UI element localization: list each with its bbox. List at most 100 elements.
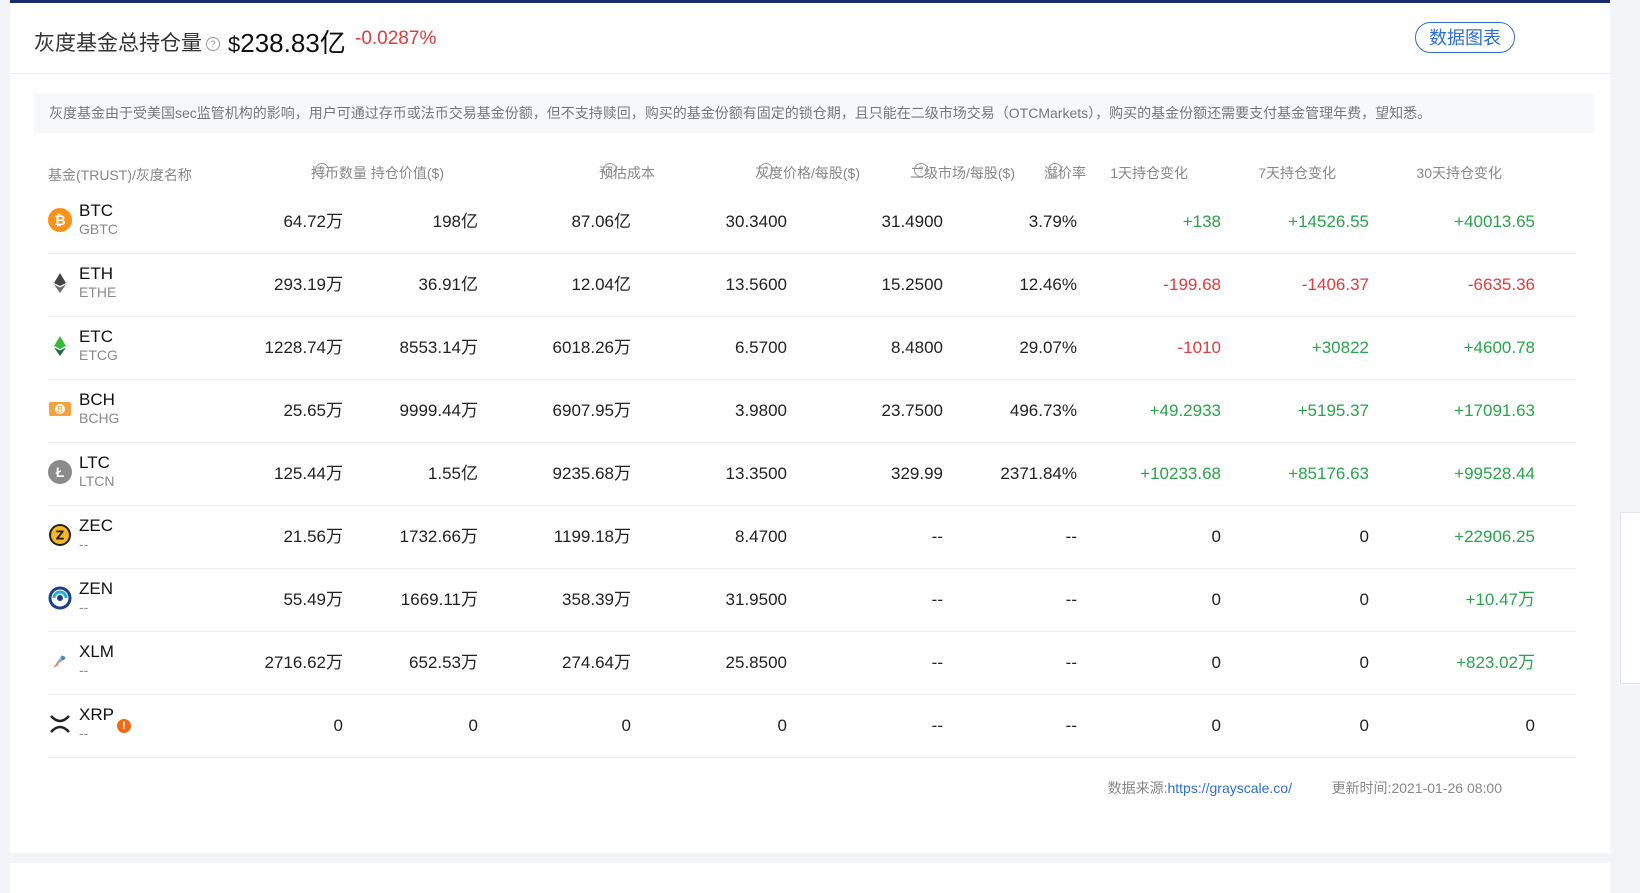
cell-secondary: -- [931,527,943,546]
cell-premium: 3.79% [1028,212,1077,231]
cell-d30: +40013.65 [1454,212,1535,231]
table-row[interactable]: XRP --! 0 0 0 0 -- -- 0 0 0 [48,694,1576,758]
cell-holdings: 21.56万 [283,527,343,546]
cell-d1: 0 [1211,527,1221,546]
cell-secondary: 15.2500 [881,275,943,294]
cell-secondary: 329.99 [891,464,943,483]
coin-symbol: ZEC [79,516,113,535]
table-header: 基金(TRUST)/灰度名称 持币数量? 持仓价值($) 预估成本? 灰度价格/… [10,163,1610,187]
table-row[interactable]: Z ZEC -- 21.56万 1732.66万 1199.18万 8.4700 -- -- 0 0… [48,505,1576,569]
table-row[interactable]: ETH ETHE 293.19万 36.91亿 12.04亿 13.5600 15.2500… [48,253,1576,317]
update-time-value: 2021-01-26 08:00 [1391,780,1502,796]
table-row[interactable]: ZEN -- 55.49万 1669.11万 358.39万 31.9500 -- -- 0 0 +… [48,568,1576,632]
help-icon[interactable]: ? [759,163,773,177]
help-icon[interactable]: ? [315,163,329,177]
cell-cost: 12.04亿 [571,275,631,294]
help-icon[interactable]: ? [603,163,617,177]
cell-secondary: -- [931,590,943,609]
cell-premium: 12.46% [1019,275,1077,294]
cell-d1: +49.2933 [1149,401,1221,420]
cell-d30: +4600.78 [1463,338,1535,357]
help-icon[interactable]: ? [1048,163,1062,177]
cell-d7: +30822 [1311,338,1369,357]
col-secondary-label: 二级市场/每股($) [910,165,1015,181]
cell-d1: 0 [1211,590,1221,609]
cell-d1: 0 [1211,653,1221,672]
cell-price: 13.5600 [725,275,787,294]
cell-cost: 0 [621,716,631,735]
total-change: -0.0287% [355,28,437,49]
table-row[interactable]: XLM -- 2716.62万 652.53万 274.64万 25.8500 -- -- 0 0… [48,631,1576,695]
cell-premium: -- [1065,653,1077,672]
cell-secondary: -- [931,716,943,735]
col-value: 持仓价值($) [370,165,444,181]
help-icon[interactable]: ? [914,163,928,177]
update-label: 更新时间: [1331,780,1392,796]
svg-text:B: B [57,406,63,416]
cell-d7: 0 [1359,527,1369,546]
cell-premium: -- [1065,527,1077,546]
col-price-label: 灰度价格/每股($) [755,165,860,181]
col-1d-change: 1天持仓变化 [1110,165,1188,181]
cell-secondary: 23.7500 [881,401,943,420]
source-label: 数据来源: [1107,780,1168,796]
col-name: 基金(TRUST)/灰度名称 [48,167,192,183]
data-source: 数据来源:https://grayscale.co/ [1108,778,1292,798]
table-row[interactable]: ₿ BTC GBTC 64.72万 198亿 87.06亿 30.3400 31.4900 3.… [48,190,1576,254]
cell-value: 1.55亿 [427,464,478,483]
col-30d-change: 30天持仓变化 [1416,165,1502,181]
cell-value: 36.91亿 [418,275,478,294]
cell-holdings: 25.65万 [283,401,343,420]
help-icon[interactable]: ? [206,37,220,52]
trust-ticker: -- [79,725,89,741]
cell-premium: -- [1065,716,1077,735]
top-accent-bar [10,0,1610,3]
cell-holdings: 125.44万 [274,464,343,483]
cell-cost: 274.64万 [562,653,631,672]
cell-premium: 2371.84% [1000,464,1077,483]
next-card [10,863,1610,893]
cell-holdings: 2716.62万 [264,653,343,672]
cell-price: 0 [777,716,787,735]
cell-cost: 6907.95万 [552,401,631,420]
cell-d30: +99528.44 [1454,464,1535,483]
cell-price: 31.9500 [725,590,787,609]
trust-ticker: ETCG [79,347,118,363]
coin-symbol: BCH [79,390,115,409]
coin-symbol: ETH [79,264,113,283]
coin-symbol: ETC [79,327,113,346]
table-row[interactable]: ETC ETCG 1228.74万 8553.14万 6018.26万 6.5700 8.4… [48,316,1576,380]
source-link[interactable]: https://grayscale.co/ [1167,780,1292,796]
trust-ticker: BCHG [79,410,120,426]
cell-value: 1732.66万 [399,527,478,546]
cell-d30: 0 [1525,716,1535,735]
table-row[interactable]: Ł LTC LTCN 125.44万 1.55亿 9235.68万 13.3500 329.9… [48,442,1576,506]
grayscale-holdings-card: 灰度基金总持仓量? $238.83亿 -0.0287% 数据图表 灰度基金由于受… [10,3,1610,853]
cell-premium: -- [1065,590,1077,609]
cell-holdings: 55.49万 [283,590,343,609]
cell-d30: +10.47万 [1465,590,1535,609]
cell-holdings: 0 [333,716,343,735]
cell-premium: 29.07% [1019,338,1077,357]
cell-premium: 496.73% [1009,401,1077,420]
cell-d30: +22906.25 [1454,527,1535,546]
update-time: 更新时间:2021-01-26 08:00 [1332,778,1502,798]
side-scroll-tab[interactable] [1620,512,1640,684]
cell-value: 1669.11万 [400,590,478,609]
coin-symbol: LTC [79,453,110,472]
cell-price: 13.3500 [725,464,787,483]
table-row[interactable]: B BCH BCHG 25.65万 9999.44万 6907.95万 3.9800 23.7… [48,379,1576,443]
cell-price: 6.5700 [735,338,787,357]
cell-cost: 6018.26万 [552,338,631,357]
trust-ticker: ETHE [79,284,117,300]
cell-d7: 0 [1359,716,1369,735]
data-chart-button[interactable]: 数据图表 [1415,22,1515,53]
cell-cost: 358.39万 [562,590,631,609]
trust-ticker: -- [79,599,89,615]
cell-value: 0 [468,716,478,735]
cell-d30: +823.02万 [1456,653,1535,672]
cell-price: 3.9800 [735,401,787,420]
warning-icon[interactable]: ! [117,719,131,733]
trust-ticker: -- [79,536,89,552]
col-7d-change: 7天持仓变化 [1258,165,1336,181]
